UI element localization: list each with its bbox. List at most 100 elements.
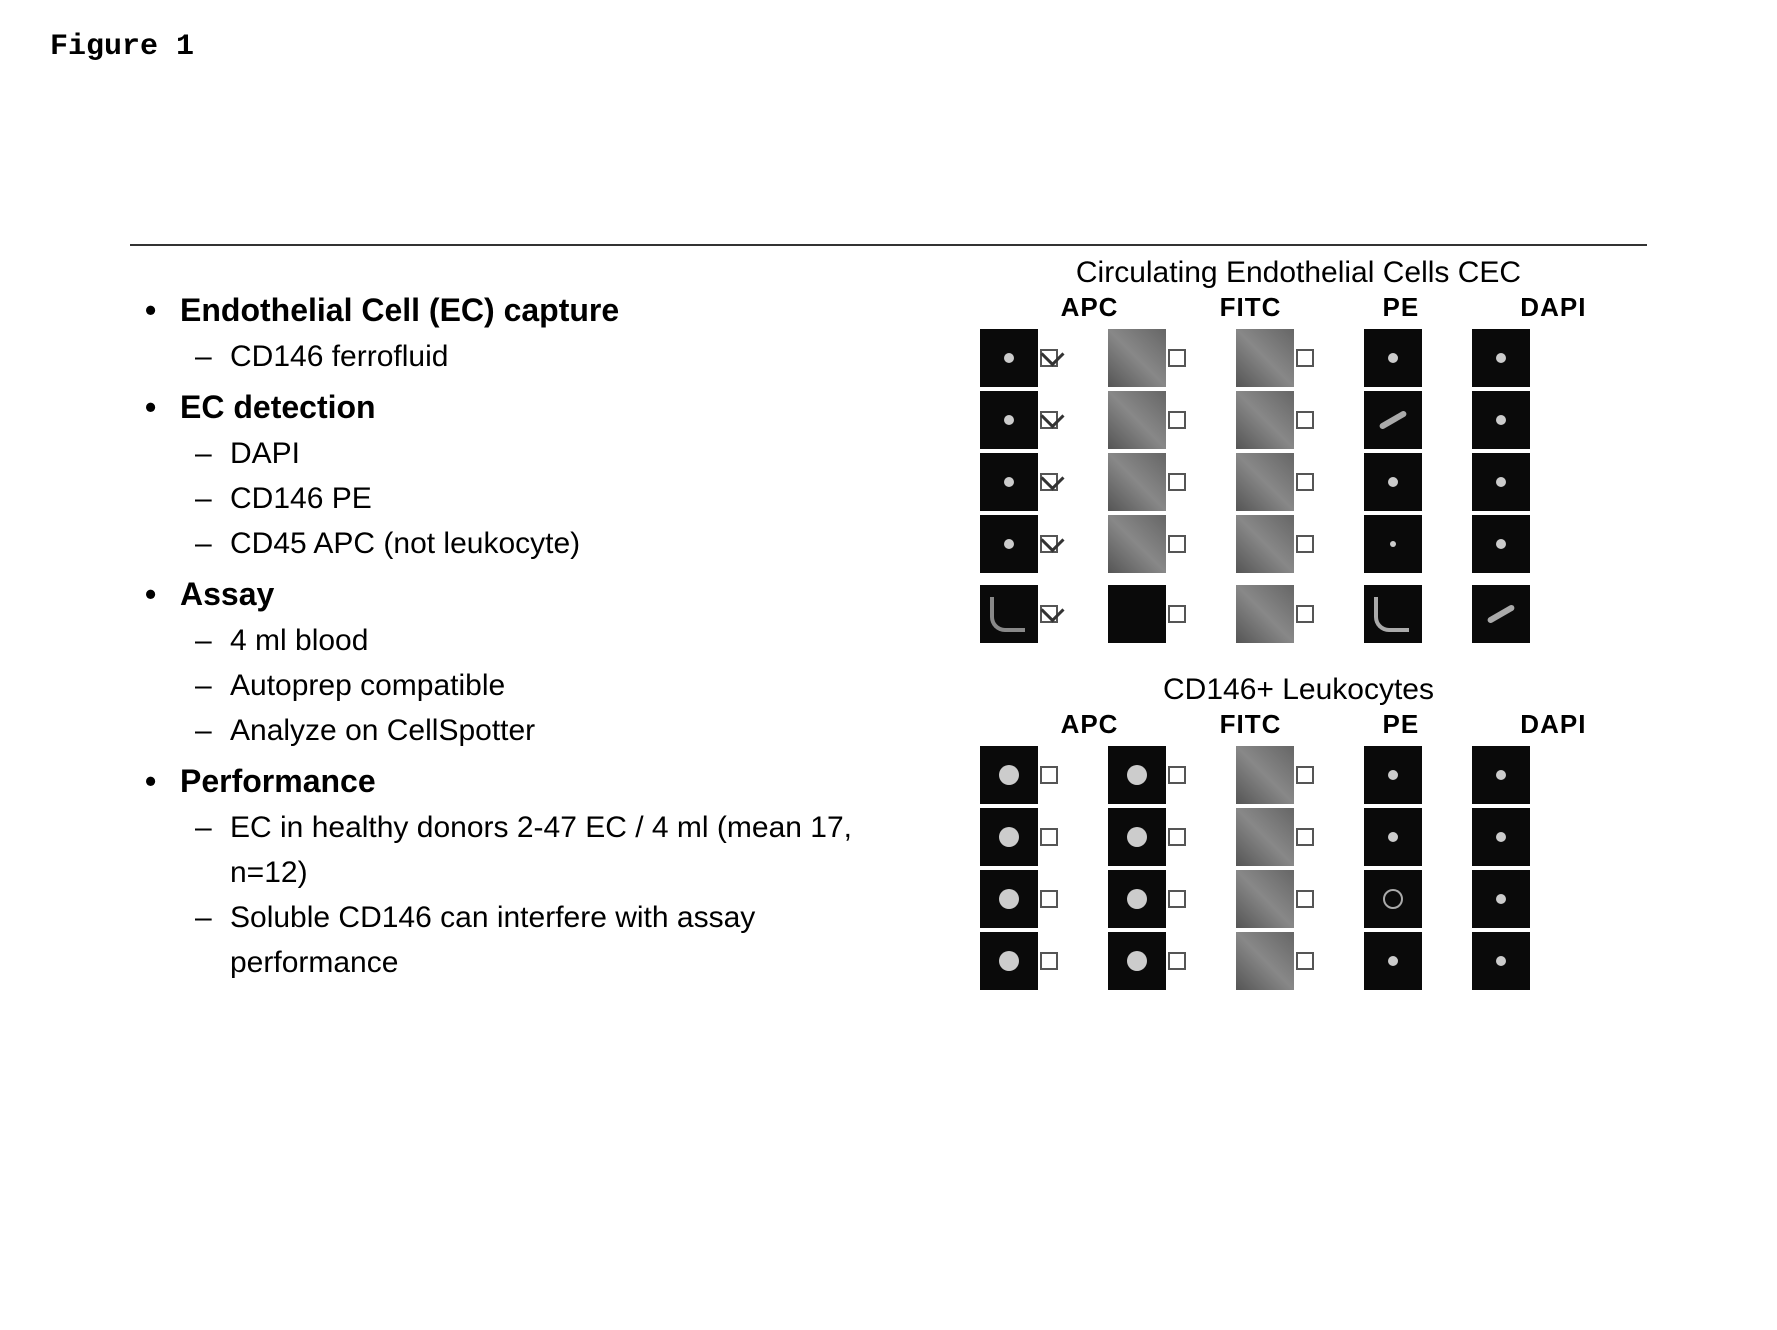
panel2-row (980, 746, 1647, 804)
section-performance: Performance EC in healthy donors 2-47 EC… (130, 757, 890, 985)
panel1-channels: APC FITC PE DAPI (950, 292, 1647, 329)
checkbox-icon (1040, 535, 1058, 553)
checkbox-icon (1168, 349, 1186, 367)
panel2-row (980, 870, 1647, 928)
checkbox-icon (1040, 411, 1058, 429)
cell-image (1364, 391, 1422, 449)
checkbox-icon (1168, 766, 1186, 784)
item-soluble-cd146: Soluble CD146 can interfere with assay p… (230, 895, 890, 985)
channel-apc: APC (1061, 709, 1119, 740)
item-healthy-donors: EC in healthy donors 2-47 EC / 4 ml (mea… (230, 805, 890, 895)
channel-fitc: FITC (1220, 292, 1282, 323)
cell-image (1236, 585, 1294, 643)
panel1-grid (950, 329, 1647, 643)
cell-image (1236, 808, 1294, 866)
cell-image (980, 453, 1038, 511)
checkbox-icon (1168, 890, 1186, 908)
panel1-row (980, 453, 1647, 511)
checkbox-icon (1040, 349, 1058, 367)
cell-image (1364, 453, 1422, 511)
cell-image (1364, 808, 1422, 866)
cell-image (980, 808, 1038, 866)
main-container: Endothelial Cell (EC) capture CD146 ferr… (130, 244, 1647, 1020)
panel1-title: Circulating Endothelial Cells CEC (950, 256, 1647, 290)
checkbox-icon (1296, 605, 1314, 623)
cell-image (980, 329, 1038, 387)
cell-image (1472, 870, 1530, 928)
text-column: Endothelial Cell (EC) capture CD146 ferr… (130, 256, 890, 1020)
cell-image (1472, 453, 1530, 511)
cell-image (1236, 329, 1294, 387)
cell-image (1472, 585, 1530, 643)
cell-image (1108, 870, 1166, 928)
cell-image (1108, 746, 1166, 804)
channel-pe: PE (1382, 709, 1419, 740)
item-cd146-pe: CD146 PE (230, 476, 890, 521)
cell-image (1364, 515, 1422, 573)
panel1-row (980, 329, 1647, 387)
cell-image (1236, 746, 1294, 804)
checkbox-icon (1168, 605, 1186, 623)
cell-image (980, 870, 1038, 928)
checkbox-icon (1040, 890, 1058, 908)
cell-image (1364, 585, 1422, 643)
cell-image (1472, 515, 1530, 573)
panel2-row (980, 808, 1647, 866)
panel1-row (980, 515, 1647, 573)
header-assay: Assay (180, 570, 890, 618)
channel-pe: PE (1382, 292, 1419, 323)
cell-image (980, 932, 1038, 990)
item-autoprep: Autoprep compatible (230, 663, 890, 708)
cell-image (1364, 329, 1422, 387)
cell-image (1364, 932, 1422, 990)
cell-image (1472, 808, 1530, 866)
cell-image (1108, 329, 1166, 387)
cell-image (1472, 932, 1530, 990)
cell-image (1472, 391, 1530, 449)
item-cellspotter: Analyze on CellSpotter (230, 708, 890, 753)
cell-image (980, 746, 1038, 804)
channel-fitc: FITC (1220, 709, 1282, 740)
item-dapi: DAPI (230, 431, 890, 476)
cell-image (1108, 391, 1166, 449)
checkbox-icon (1296, 349, 1314, 367)
checkbox-icon (1296, 766, 1314, 784)
checkbox-icon (1040, 828, 1058, 846)
checkbox-icon (1168, 411, 1186, 429)
cell-image (1472, 746, 1530, 804)
section-ec-detection: EC detection DAPI CD146 PE CD45 APC (not… (130, 383, 890, 566)
header-ec-capture: Endothelial Cell (EC) capture (180, 286, 890, 334)
checkbox-icon (1040, 952, 1058, 970)
checkbox-icon (1168, 952, 1186, 970)
panel2-title: CD146+ Leukocytes (950, 673, 1647, 707)
cell-image (1364, 870, 1422, 928)
item-cd45-apc: CD45 APC (not leukocyte) (230, 521, 890, 566)
item-cd146-ferrofluid: CD146 ferrofluid (230, 334, 890, 379)
panel2-row (980, 932, 1647, 990)
checkbox-icon (1168, 473, 1186, 491)
section-assay: Assay 4 ml blood Autoprep compatible Ana… (130, 570, 890, 753)
cell-image (980, 391, 1038, 449)
checkbox-icon (1296, 828, 1314, 846)
checkbox-icon (1168, 535, 1186, 553)
cell-image (1236, 453, 1294, 511)
checkbox-icon (1296, 952, 1314, 970)
cell-image (1364, 746, 1422, 804)
cell-image (1236, 515, 1294, 573)
panel1-row (980, 585, 1647, 643)
panel1-row (980, 391, 1647, 449)
checkbox-icon (1296, 890, 1314, 908)
panel2-grid (950, 746, 1647, 990)
cell-image (1108, 932, 1166, 990)
checkbox-icon (1040, 473, 1058, 491)
checkbox-icon (1168, 828, 1186, 846)
figure-label: Figure 1 (50, 30, 1727, 64)
item-4ml-blood: 4 ml blood (230, 618, 890, 663)
channel-dapi: DAPI (1520, 292, 1586, 323)
channel-dapi: DAPI (1520, 709, 1586, 740)
cell-image (980, 585, 1038, 643)
channel-apc: APC (1061, 292, 1119, 323)
image-column: Circulating Endothelial Cells CEC APC FI… (950, 256, 1647, 1020)
cell-image (1236, 932, 1294, 990)
header-performance: Performance (180, 757, 890, 805)
